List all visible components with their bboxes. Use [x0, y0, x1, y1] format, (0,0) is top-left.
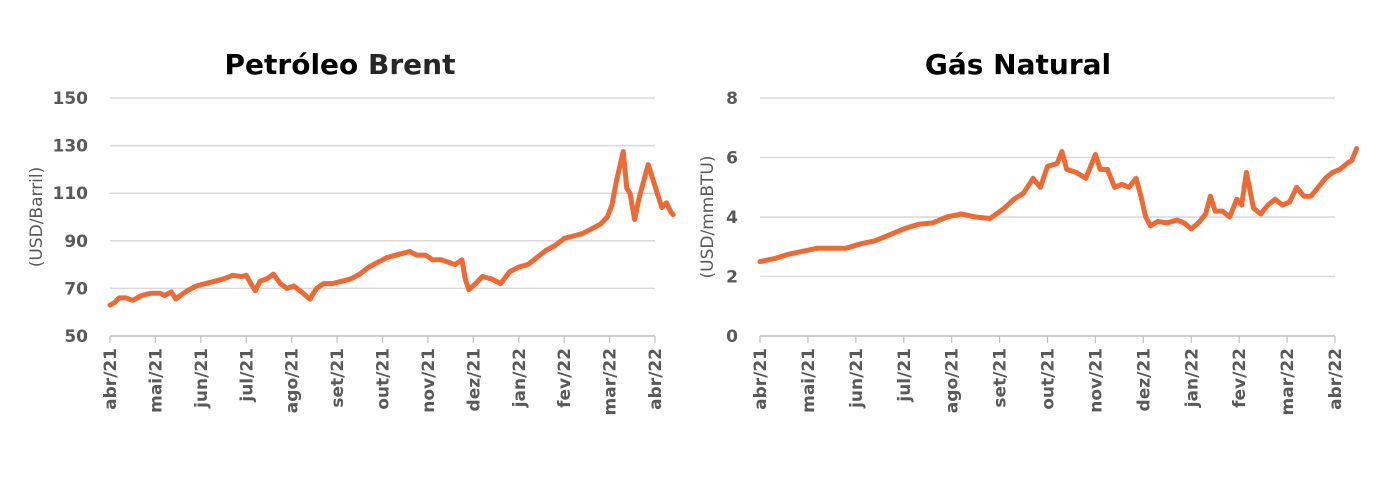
gas-x-tick-label: fev/22: [1230, 348, 1250, 408]
gas-y-tick-label: 6: [726, 149, 738, 169]
brent-chart-svg: Petróleo Brent 50 70 90 110 130 150 abr/21 mai/2…: [27, 48, 676, 415]
brent-chart: Petróleo Brent 50 70 90 110 130 150 abr/21 mai/2…: [0, 0, 690, 478]
gas-x-tick-label: dez/21: [1134, 348, 1154, 411]
gas-x-tick-label: abr/21: [751, 348, 771, 410]
brent-x-tick-label: fev/22: [555, 348, 575, 408]
brent-y-tick-label: 110: [53, 184, 89, 204]
brent-y-tick-label: 90: [64, 232, 88, 252]
gas-x-tick-label: jul/21: [895, 348, 915, 403]
gas-y-tick-label: 2: [726, 268, 738, 288]
brent-x-tick-label: jul/21: [237, 348, 257, 403]
brent-x-tick-label: dez/21: [464, 348, 484, 411]
gas-series-line: [757, 146, 1360, 265]
brent-x-tick-label: mar/22: [601, 348, 621, 415]
gas-chart-title: Gás Natural: [925, 48, 1111, 81]
brent-x-tick-label: abr/22: [646, 348, 666, 410]
brent-y-tick-label: 50: [64, 327, 88, 347]
gas-y-tick-label: 0: [726, 327, 738, 347]
natural-gas-chart-svg: Gás Natural 0 2 4 6 8 abr/21 mai/21 jun/21 jul/21…: [698, 48, 1360, 415]
brent-x-tick-label: nov/21: [419, 348, 439, 413]
gas-y-tick-label: 8: [726, 89, 738, 109]
brent-y-tick-label: 150: [53, 89, 89, 109]
gas-x-tick-label: ago/21: [943, 348, 963, 413]
brent-chart-title: Petróleo Brent: [225, 48, 456, 81]
brent-x-tick-label: out/21: [374, 348, 394, 410]
gas-x-tick-label: jun/21: [847, 348, 867, 409]
brent-y-axis-label: (USD/Barril): [27, 167, 47, 268]
brent-x-tick-label: ago/21: [283, 348, 303, 413]
brent-series-line: [107, 149, 676, 308]
gas-x-tick-label: out/21: [1039, 348, 1059, 410]
brent-x-tick-label: abr/21: [101, 348, 121, 410]
gas-y-axis-label: (USD/mmBTU): [698, 156, 718, 279]
brent-y-tick-label: 130: [53, 137, 89, 157]
brent-x-tick-label: jan/22: [510, 348, 530, 408]
gas-x-tick-label: set/21: [991, 348, 1011, 408]
brent-x-tick-label: set/21: [328, 348, 348, 408]
gas-x-tick-label: nov/21: [1086, 348, 1106, 413]
brent-y-tick-label: 70: [64, 279, 88, 299]
natural-gas-chart: Gás Natural 0 2 4 6 8 abr/21 mai/21 jun/21 jul/21…: [690, 0, 1381, 478]
gas-x-tick-label: mai/21: [799, 348, 819, 413]
gas-x-tick-label: mar/22: [1278, 348, 1298, 415]
brent-x-tick-label: jun/21: [192, 348, 212, 409]
gas-y-tick-label: 4: [726, 208, 738, 228]
gas-x-tick-label: jan/22: [1182, 348, 1202, 408]
brent-x-tick-label: mai/21: [146, 348, 166, 413]
gas-x-tick-label: abr/22: [1326, 348, 1346, 410]
